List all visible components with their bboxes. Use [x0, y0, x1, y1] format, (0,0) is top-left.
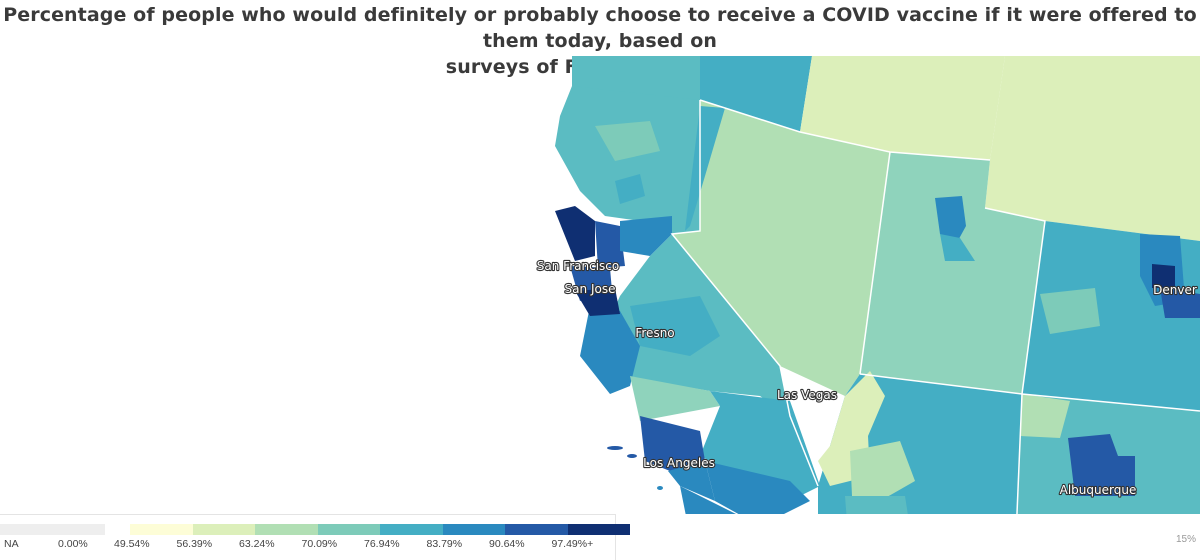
region-san-bernardino[interactable] [700, 391, 820, 501]
border-ut-az [859, 373, 1200, 412]
legend-tick-label: 97.49%+ [551, 538, 594, 550]
border-ca-nv [670, 100, 819, 487]
region-nm-northwest[interactable] [1020, 394, 1070, 438]
island-channel-3 [657, 486, 663, 490]
legend-swatch [317, 524, 380, 535]
region-kern[interactable] [630, 376, 720, 421]
region-riverside[interactable] [705, 461, 810, 514]
border-ut-co [984, 207, 1046, 395]
region-los-angeles[interactable] [640, 416, 705, 471]
region-sacramento[interactable] [620, 216, 672, 256]
island-channel-2 [627, 454, 637, 458]
region-idaho-south[interactable] [700, 56, 812, 132]
city-label: Los Angeles [643, 456, 715, 470]
city-label: Albuquerque [1060, 483, 1137, 497]
legend-tick-label: 83.79% [426, 538, 463, 550]
legend-na-label: NA [4, 538, 19, 550]
city-label: San Francisco [537, 259, 619, 273]
region-san-diego[interactable] [680, 486, 760, 514]
legend-swatch [505, 524, 568, 535]
legend-na-swatch [0, 524, 105, 535]
legend-tick-label: 76.94% [364, 538, 400, 550]
legend-tick-label: 0.00% [58, 538, 88, 550]
region-wyoming[interactable] [800, 56, 1005, 160]
region-colorado-west[interactable] [1040, 288, 1100, 334]
region-nevada-washoe[interactable] [685, 106, 725, 231]
region-central-coast[interactable] [580, 306, 640, 394]
region-yavapai[interactable] [850, 441, 915, 501]
legend-swatch [130, 524, 193, 535]
region-contra-costa[interactable] [595, 221, 625, 268]
legend-swatch [255, 524, 318, 535]
city-label: Las Vegas [777, 388, 837, 402]
legend-swatch [567, 524, 630, 535]
region-utah[interactable] [860, 152, 1045, 394]
region-shasta[interactable] [595, 121, 660, 161]
region-nevada[interactable] [672, 100, 890, 396]
legend-tick-label: 90.64% [489, 538, 525, 550]
region-bernalillo[interactable] [1068, 434, 1135, 496]
region-santa-clara[interactable] [575, 288, 620, 316]
legend-swatch [192, 524, 255, 535]
region-nebraska[interactable] [985, 56, 1200, 241]
region-tehama[interactable] [615, 174, 645, 204]
city-labels: San Francisco San Jose Fresno Las Vegas Los … [536, 258, 1198, 498]
region-oregon-south[interactable] [572, 56, 700, 100]
city-label: Denver [1153, 283, 1197, 297]
legend-tick-label: 63.24% [239, 538, 275, 550]
legend-tick-label: 70.09% [301, 538, 338, 550]
chart-title-line1: Percentage of people who would definitel… [3, 4, 1197, 52]
color-legend: NA 0.00% 49.54% 56.39% 63.24% 70.09% 76.94% 83.… [0, 514, 630, 560]
border-nv-ut [859, 151, 891, 375]
region-denver-core[interactable] [1152, 264, 1175, 288]
legend-tick-label: 56.39% [176, 538, 213, 550]
city-label: Fresno [635, 326, 674, 340]
region-utah-county[interactable] [940, 234, 975, 261]
legend-tick-label: 49.54% [114, 538, 150, 550]
border-az-nm [1016, 393, 1023, 514]
region-maricopa[interactable] [845, 496, 915, 514]
choropleth-map[interactable]: San Francisco San Jose Fresno Las Vegas Los … [0, 56, 1200, 514]
zoom-level-readout: 15% [1175, 534, 1196, 545]
region-boulder[interactable] [1160, 288, 1200, 318]
border-nv-id [699, 99, 991, 161]
city-label: San Jose [565, 282, 616, 296]
region-fresno[interactable] [630, 296, 720, 356]
island-channel-1 [607, 446, 623, 450]
region-marin[interactable] [555, 206, 595, 261]
region-orange[interactable] [668, 461, 715, 501]
region-northern-california[interactable] [555, 86, 700, 234]
legend-swatch [442, 524, 505, 535]
region-salt-lake[interactable] [935, 196, 966, 246]
legend-swatch [380, 524, 443, 535]
